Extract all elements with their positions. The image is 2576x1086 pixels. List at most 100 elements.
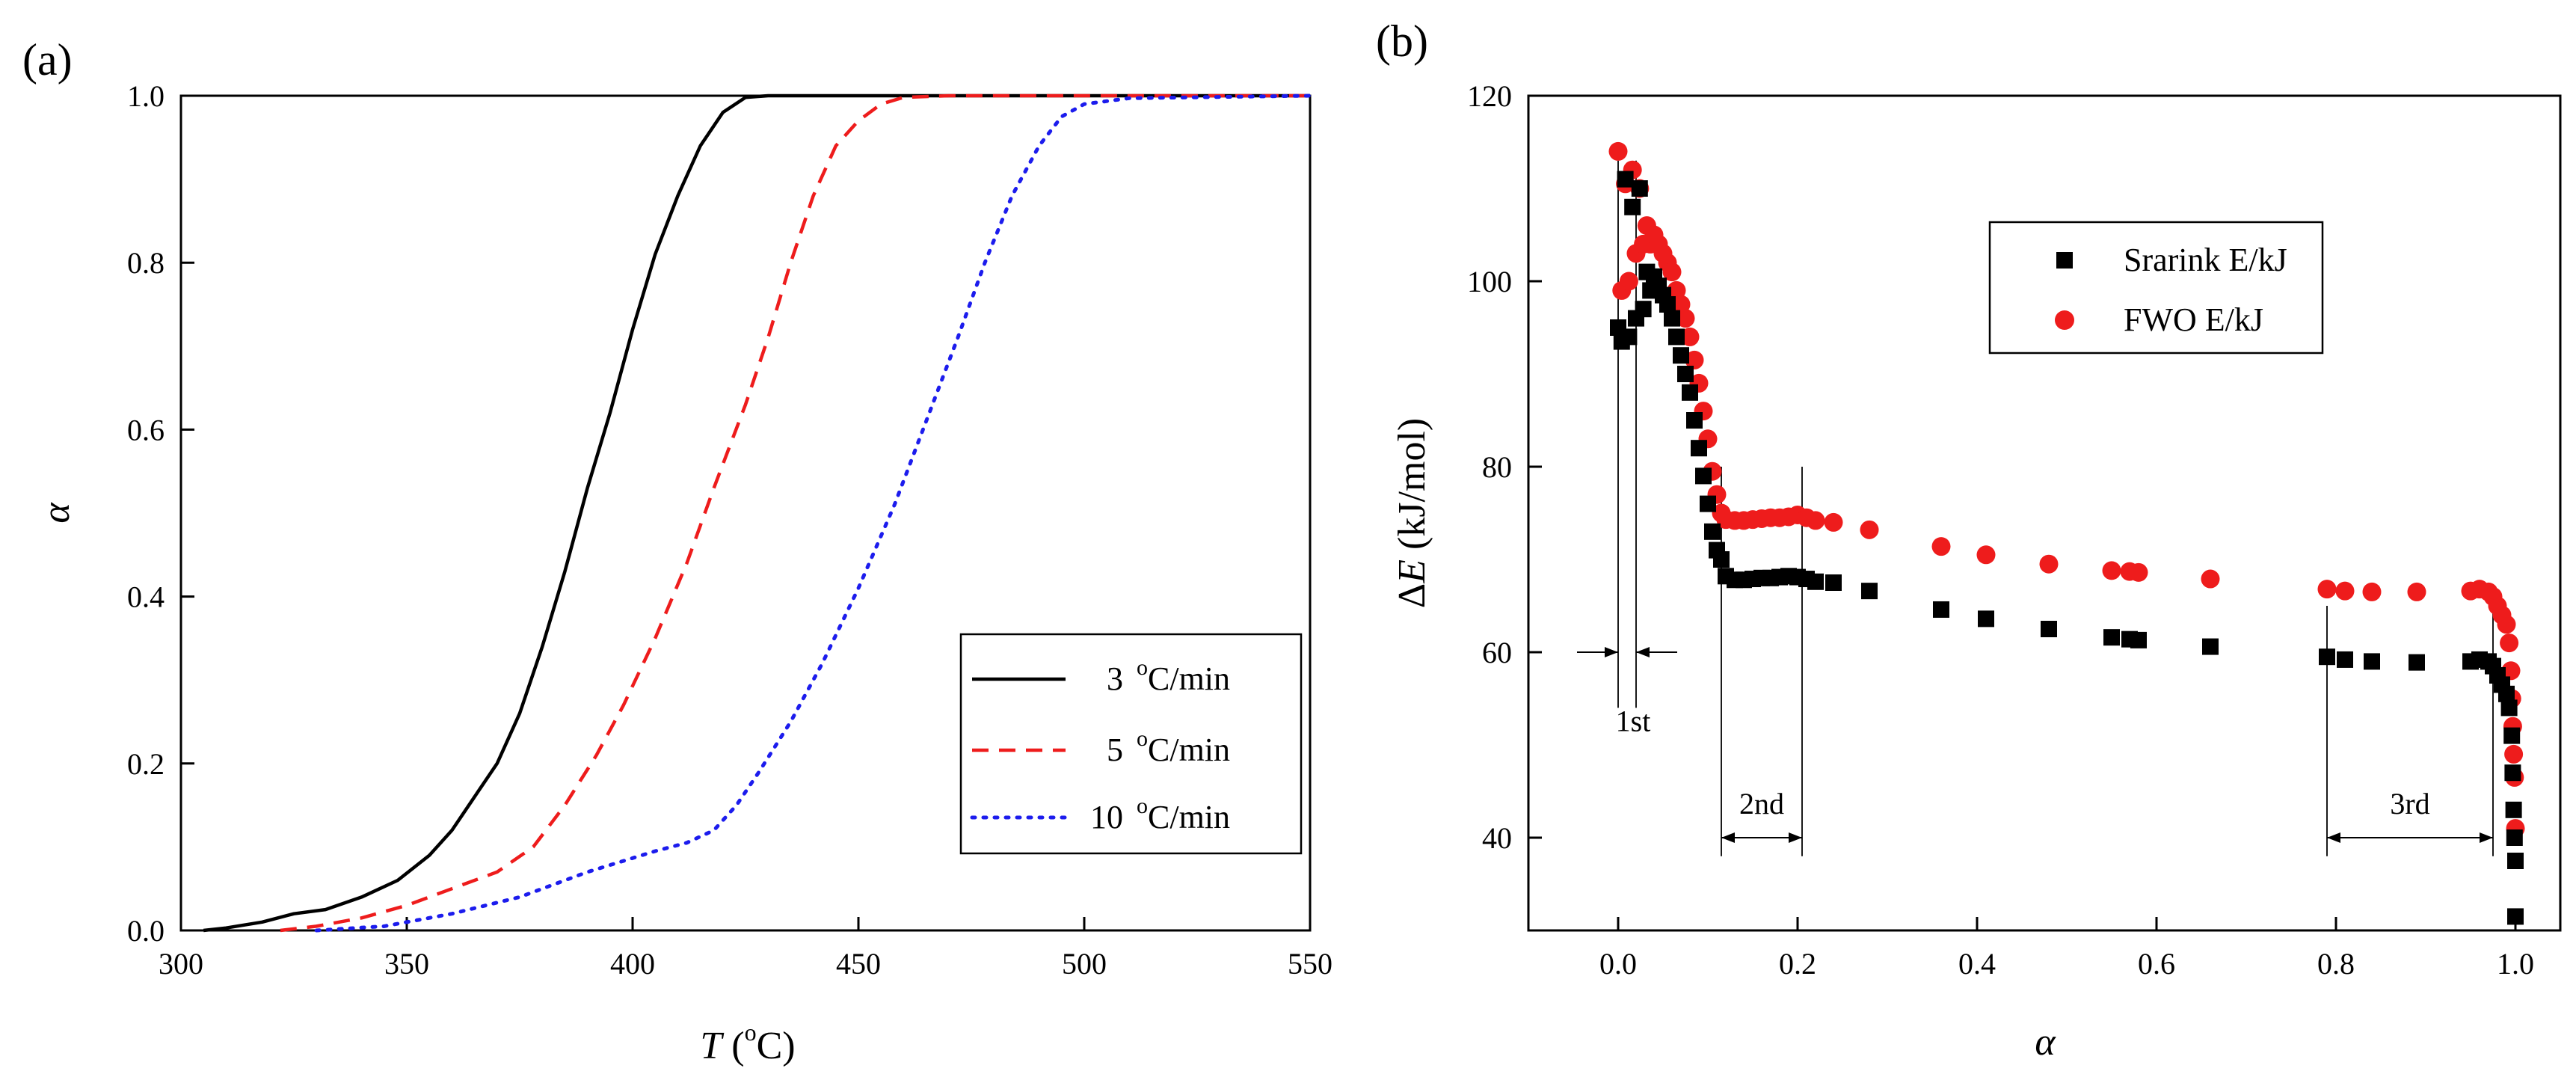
srarink-point	[1695, 467, 1712, 485]
srarink-point	[1659, 296, 1676, 313]
fwo-point	[2039, 554, 2059, 574]
panel-a-x-tick-label: 550	[1288, 947, 1332, 981]
srarink-point	[2319, 648, 2335, 666]
panel-b-frame	[1527, 94, 2562, 932]
panel-b-scatter-chart: 0.0 0.2 0.4 0.6 0.8 1.0 40 60 80 100 120 1st 2nd 3r…	[1391, 79, 2562, 1064]
srarink-point	[1635, 301, 1652, 318]
fwo-point	[1931, 537, 1951, 556]
series-line-5-c-per-min	[280, 93, 1310, 933]
fwo-point	[1976, 545, 1996, 565]
srarink-point	[1807, 573, 1824, 590]
srarink-point	[1624, 198, 1641, 215]
panel-a-x-title-var: T	[700, 1025, 724, 1067]
region-arrowhead	[1605, 647, 1618, 657]
srarink-point	[2507, 853, 2524, 869]
srarink-point	[2505, 801, 2522, 818]
region-arrowhead	[2480, 832, 2493, 843]
panel-a-y-tick-label: 0.8	[127, 246, 165, 280]
fwo-point	[2407, 582, 2426, 601]
panel-a-x-axis-title: T (oC)	[700, 1019, 795, 1067]
panel-b-x-tick-label: 1.0	[2497, 947, 2534, 981]
panel-a-x-tick-label: 450	[836, 947, 881, 981]
srarink-point	[1664, 310, 1680, 327]
panel-b-x-ticks: 0.0 0.2 0.4 0.6 0.8 1.0	[1599, 917, 2534, 981]
panel-a-y-tick-label: 0.6	[127, 413, 165, 447]
panel-a-series-lines	[203, 93, 1312, 933]
panel-b-y-ticks: 40 60 80 100 120	[1467, 79, 1542, 855]
panel-b-y-axis-title: ΔE (kJ/mol)	[1391, 418, 1433, 608]
srarink-point	[2498, 685, 2515, 702]
legend-label-10: 10 oC/min	[1090, 794, 1230, 835]
srarink-point	[2364, 653, 2380, 670]
fwo-point	[1685, 350, 1704, 369]
panel-b-regions: 1st 2nd 3rd	[1577, 160, 2494, 856]
fwo-point	[2362, 582, 2382, 601]
srarink-point	[1700, 495, 1716, 512]
srarink-point	[2041, 621, 2057, 637]
panel-a-legend: 3 oC/min 5 oC/min 10 oC/min	[959, 633, 1303, 855]
fwo-point	[1806, 511, 1825, 530]
panel-b-legend: Srarink E/kJ FWO E/kJ	[1988, 221, 2324, 355]
panel-a-x-title-unit: C)	[757, 1025, 796, 1067]
srarink-point	[2130, 631, 2147, 648]
srarink-point	[2506, 829, 2523, 846]
panel-b-label: (b)	[1376, 16, 1428, 66]
srarink-point	[2507, 908, 2524, 925]
fwo-point	[2504, 744, 2524, 764]
fwo-point	[1860, 520, 1879, 539]
panel-a-y-tick-label: 0.0	[127, 914, 165, 948]
legend-marker-fwo	[2055, 310, 2074, 330]
panel-b-legend-box	[1988, 221, 2324, 355]
region-arrowhead	[2327, 832, 2340, 843]
legend-3-degree: o	[1137, 655, 1148, 680]
srarink-point	[2503, 727, 2521, 744]
panel-a-y-tick-label: 0.2	[127, 747, 165, 781]
legend-10-degree: o	[1137, 794, 1148, 818]
panel-a-y-ticks: 0.0 0.2 0.4 0.6 0.8 1.0	[127, 79, 194, 948]
fwo-point	[1662, 263, 1682, 282]
legend-label-fwo: FWO E/kJ	[2124, 301, 2263, 338]
panel-a-x-title-open: (	[722, 1025, 744, 1067]
legend-marker-srarink	[2056, 252, 2073, 269]
srarink-point	[1617, 171, 1634, 188]
panel-a-y-axis-title: α	[35, 502, 78, 524]
srarink-point	[1861, 583, 1878, 600]
srarink-point	[1933, 601, 1949, 618]
legend-10-unit: C/min	[1148, 799, 1230, 835]
srarink-point	[2409, 654, 2425, 671]
srarink-point	[1668, 328, 1685, 346]
srarink-point	[1691, 440, 1707, 457]
legend-5-value: 5	[1107, 731, 1123, 768]
panel-a-x-tick-label: 500	[1062, 947, 1107, 981]
panel-a-y-tick-label: 1.0	[127, 79, 165, 113]
region-label: 2nd	[1739, 787, 1784, 820]
panel-b-y-tick-label: 80	[1482, 450, 1512, 484]
panel-a-y-tick-label: 0.4	[127, 580, 165, 614]
legend-3-value: 3	[1107, 660, 1123, 697]
legend-label-5: 5 oC/min	[1107, 726, 1230, 768]
fwo-point	[2129, 562, 2148, 582]
panel-a-legend-box	[959, 633, 1303, 855]
fwo-point	[2201, 569, 2220, 589]
fwo-point	[1608, 141, 1628, 161]
srarink-point	[1677, 366, 1694, 382]
region-2nd: 2nd	[1721, 467, 1803, 856]
fwo-point	[2335, 581, 2355, 601]
panel-b-y-title-var: E	[1391, 559, 1433, 584]
panel-b-y-title-delta: Δ	[1391, 583, 1433, 608]
legend-5-unit: C/min	[1148, 731, 1230, 768]
panel-b-series-points	[1608, 141, 2525, 925]
panel-b-y-title-unit: (kJ/mol)	[1391, 418, 1433, 559]
panel-b-y-tick-label: 40	[1482, 821, 1512, 855]
legend-label-srarink: Srarink E/kJ	[2124, 242, 2287, 278]
region-3rd: 3rd	[2326, 606, 2494, 856]
legend-3-unit: C/min	[1148, 660, 1230, 697]
panel-b-y-tick-label: 120	[1467, 79, 1512, 113]
region-label: 3rd	[2390, 787, 2429, 820]
panel-b-y-tick-label: 100	[1467, 265, 1512, 298]
srarink-point	[1631, 180, 1648, 197]
legend-5-degree: o	[1137, 726, 1148, 751]
series-line-3-c-per-min	[203, 93, 1310, 933]
srarink-point	[1673, 347, 1689, 364]
